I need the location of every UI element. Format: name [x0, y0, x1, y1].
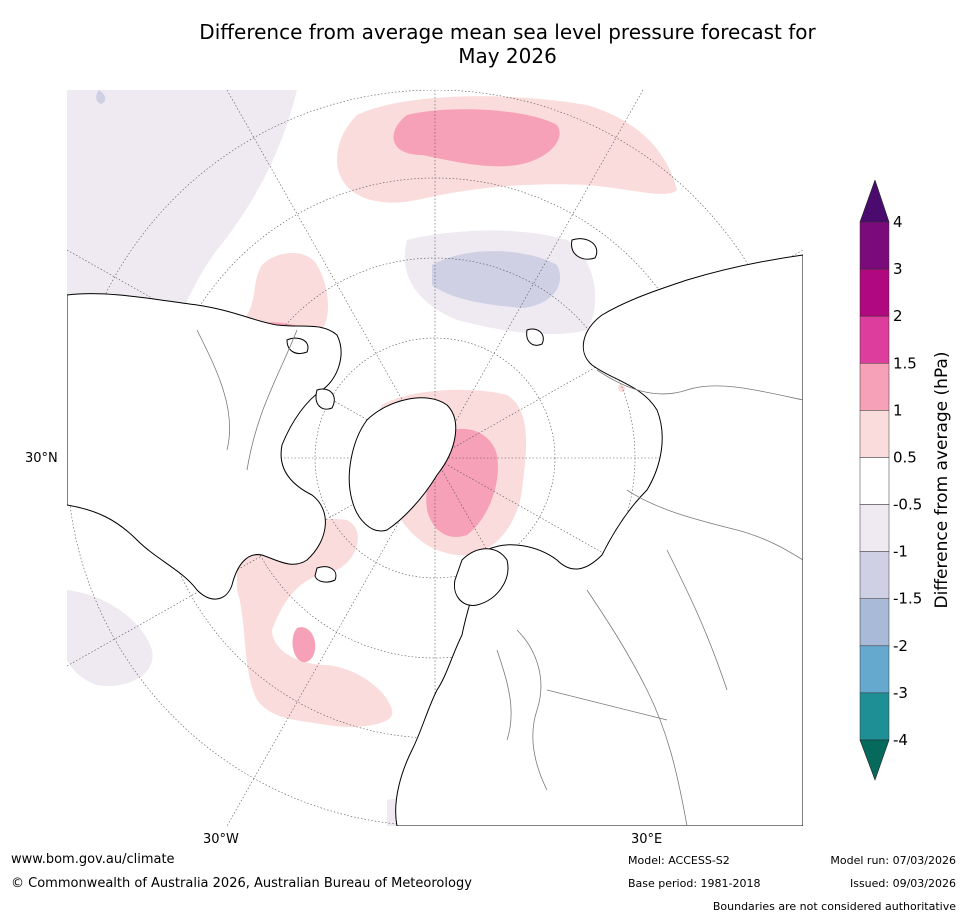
north-america-outline [67, 293, 342, 600]
colorbar-band [859, 645, 890, 694]
footer-website[interactable]: www.bom.gov.au/climate [11, 852, 175, 867]
colorbar-arrow-max [859, 180, 890, 223]
colorbar-band [859, 363, 890, 411]
label-30e: 30°E [631, 832, 663, 847]
footer-model: Model: ACCESS-S2 [628, 854, 730, 867]
coastlines [67, 238, 803, 826]
greenland-outline [348, 397, 457, 532]
footer-model-run: Model run: 07/03/2026 [830, 854, 956, 867]
footer-issued: Issued: 09/03/2026 [849, 877, 956, 890]
colorbar-tick-label: -2 [893, 637, 908, 655]
colorbar-band [859, 268, 890, 317]
colorbar-axis-label: Difference from average (hPa) [932, 352, 952, 609]
title-line-2: May 2026 [458, 44, 557, 68]
colorbar-band [859, 457, 890, 505]
colorbar-band [859, 551, 890, 599]
iceland-outline [314, 566, 337, 583]
colorbar-tick-label: -4 [893, 731, 908, 749]
footer-disclaimer: Boundaries are not considered authoritat… [712, 900, 956, 913]
pressure-anomaly-map [67, 90, 803, 826]
colorbar-tick-label: -1 [893, 543, 908, 561]
eurasia-outline [395, 254, 803, 826]
country-borders [196, 329, 803, 826]
label-30w: 30°W [203, 832, 239, 847]
colorbar-legend: 4 3 2 1.5 1 0.5 -0.5 -1 -1.5 -2 -3 -4 Difference fr… [859, 180, 952, 781]
colorbar-tick-label: 4 [893, 213, 903, 231]
title-line-1: Difference from average mean sea level p… [199, 20, 816, 44]
colorbar-tick-label: 1.5 [893, 354, 917, 372]
colorbar-tick-label: 0.5 [893, 448, 917, 466]
colorbar-arrow-min [859, 739, 890, 781]
colorbar-tick-label: -3 [893, 684, 908, 702]
colorbar-band [859, 504, 890, 552]
chart-title: Difference from average mean sea level p… [130, 20, 885, 68]
colorbar-tick-label: -0.5 [893, 496, 922, 514]
colorbar-band [859, 410, 890, 458]
colorbar-tick-label: -1.5 [893, 590, 922, 608]
colorbar-tick-label: 1 [893, 401, 903, 419]
colorbar-band [859, 692, 890, 741]
scandinavia-outline [453, 548, 509, 606]
colorbar-band [859, 315, 890, 364]
footer-base-period: Base period: 1981-2018 [628, 877, 761, 890]
colorbar-tick-label: 3 [893, 260, 903, 278]
label-30n: 30°N [25, 451, 58, 466]
colorbar-tick-label: 2 [893, 307, 903, 325]
colorbar-band [859, 221, 890, 270]
footer-copyright: © Commonwealth of Australia 2026, Austra… [11, 876, 472, 891]
colorbar-band [859, 598, 890, 647]
